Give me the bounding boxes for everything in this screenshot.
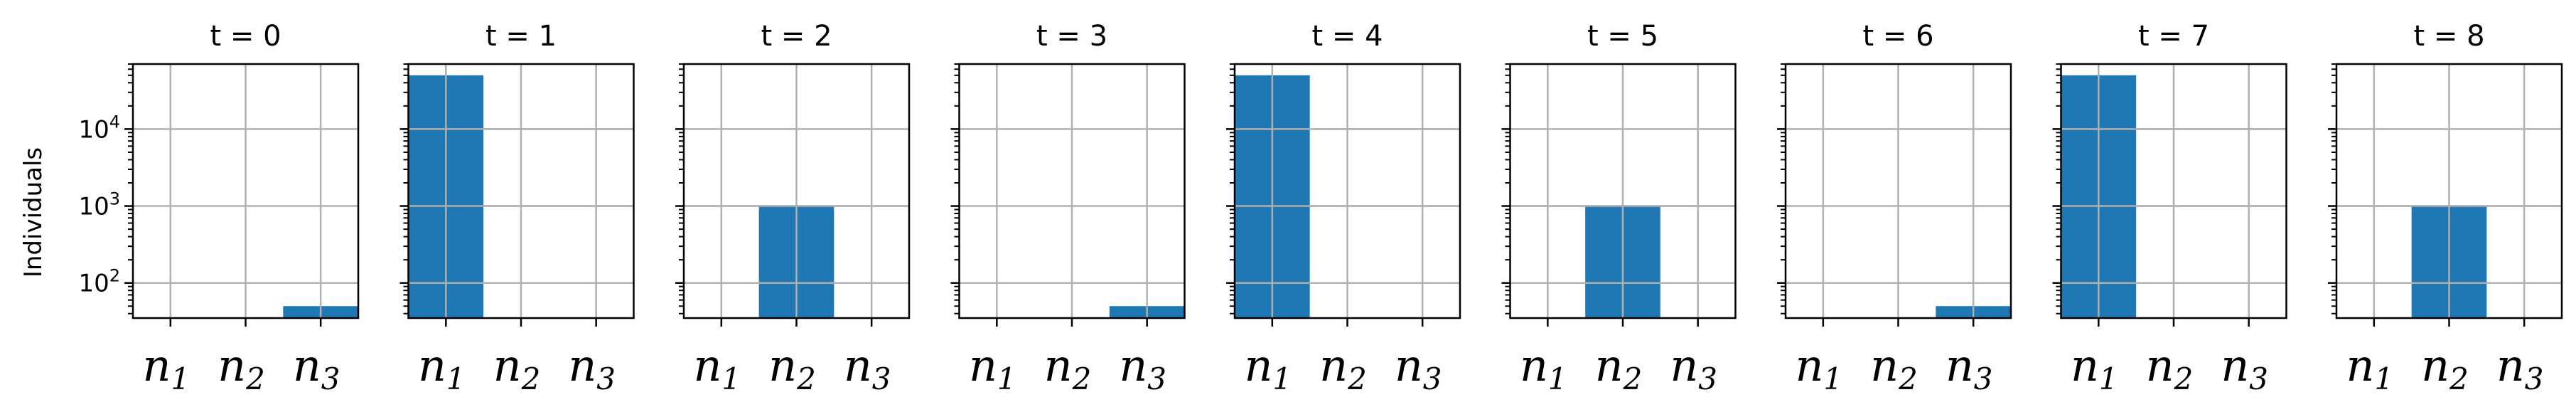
x-tick-label: n2 [2421,339,2469,396]
panel-title: t = 4 [1311,20,1383,53]
x-tick-label: n3 [293,339,340,396]
x-tick-label: n1 [1795,339,1842,396]
panel-title: t = 2 [761,20,832,53]
panel-7: n1 n2 n3 t = 7 [2052,20,2287,396]
x-tick-label: n3 [1119,339,1166,396]
x-tick-label: n1 [1520,339,1567,396]
x-tick-label: n1 [2071,339,2118,396]
y-tick-label: 103 [78,189,120,221]
x-tick-label: n3 [1395,339,1442,396]
x-tick-label: n3 [2221,339,2268,396]
x-tick-label: n3 [568,339,616,396]
panel-title: t = 1 [485,20,557,53]
x-tick-label: n2 [1044,339,1092,396]
x-tick-label: n2 [2146,339,2194,396]
x-tick-label: n2 [493,339,541,396]
y-axis-label: Individuals [19,147,48,278]
x-tick-label: n1 [1244,339,1292,396]
panel-title: t = 6 [1862,20,1933,53]
panel-title: t = 7 [2138,20,2209,53]
x-tick-label: n2 [768,339,816,396]
x-tick-label: n1 [969,339,1016,396]
panel-6: n1 n2 n3 t = 6 [1777,20,2012,396]
x-tick-label: n1 [418,339,466,396]
panel-5: n1 n2 n3 t = 5 [1501,20,1737,396]
x-tick-label: n1 [142,339,190,396]
panel-1: n1 n2 n3 t = 1 [399,20,635,396]
x-tick-label: n3 [1670,339,1717,396]
x-tick-label: n1 [693,339,741,396]
panel-title: t = 0 [210,20,281,53]
x-tick-label: n2 [1319,339,1367,396]
panel-title: t = 8 [2413,20,2484,53]
x-tick-label: n2 [1595,339,1643,396]
panel-title: t = 3 [1036,20,1107,53]
panel-0: 102 103 104 n1 n2 n3 t = 0 [78,20,360,396]
panel-4: n1 n2 n3 t = 4 [1226,20,1461,396]
x-tick-label: n2 [1870,339,1918,396]
x-tick-label: n3 [2496,339,2544,396]
x-tick-label: n3 [1946,339,1993,396]
x-tick-label: n1 [2346,339,2393,396]
x-tick-label: n3 [844,339,891,396]
panel-8: n1 n2 n3 t = 8 [2328,20,2563,396]
y-tick-label: 102 [78,266,120,298]
panel-3: n1 n2 n3 t = 3 [950,20,1186,396]
x-tick-label: n2 [218,339,265,396]
y-tick-label: 104 [78,112,120,144]
panel-title: t = 5 [1587,20,1658,53]
panel-2: n1 n2 n3 t = 2 [675,20,911,396]
